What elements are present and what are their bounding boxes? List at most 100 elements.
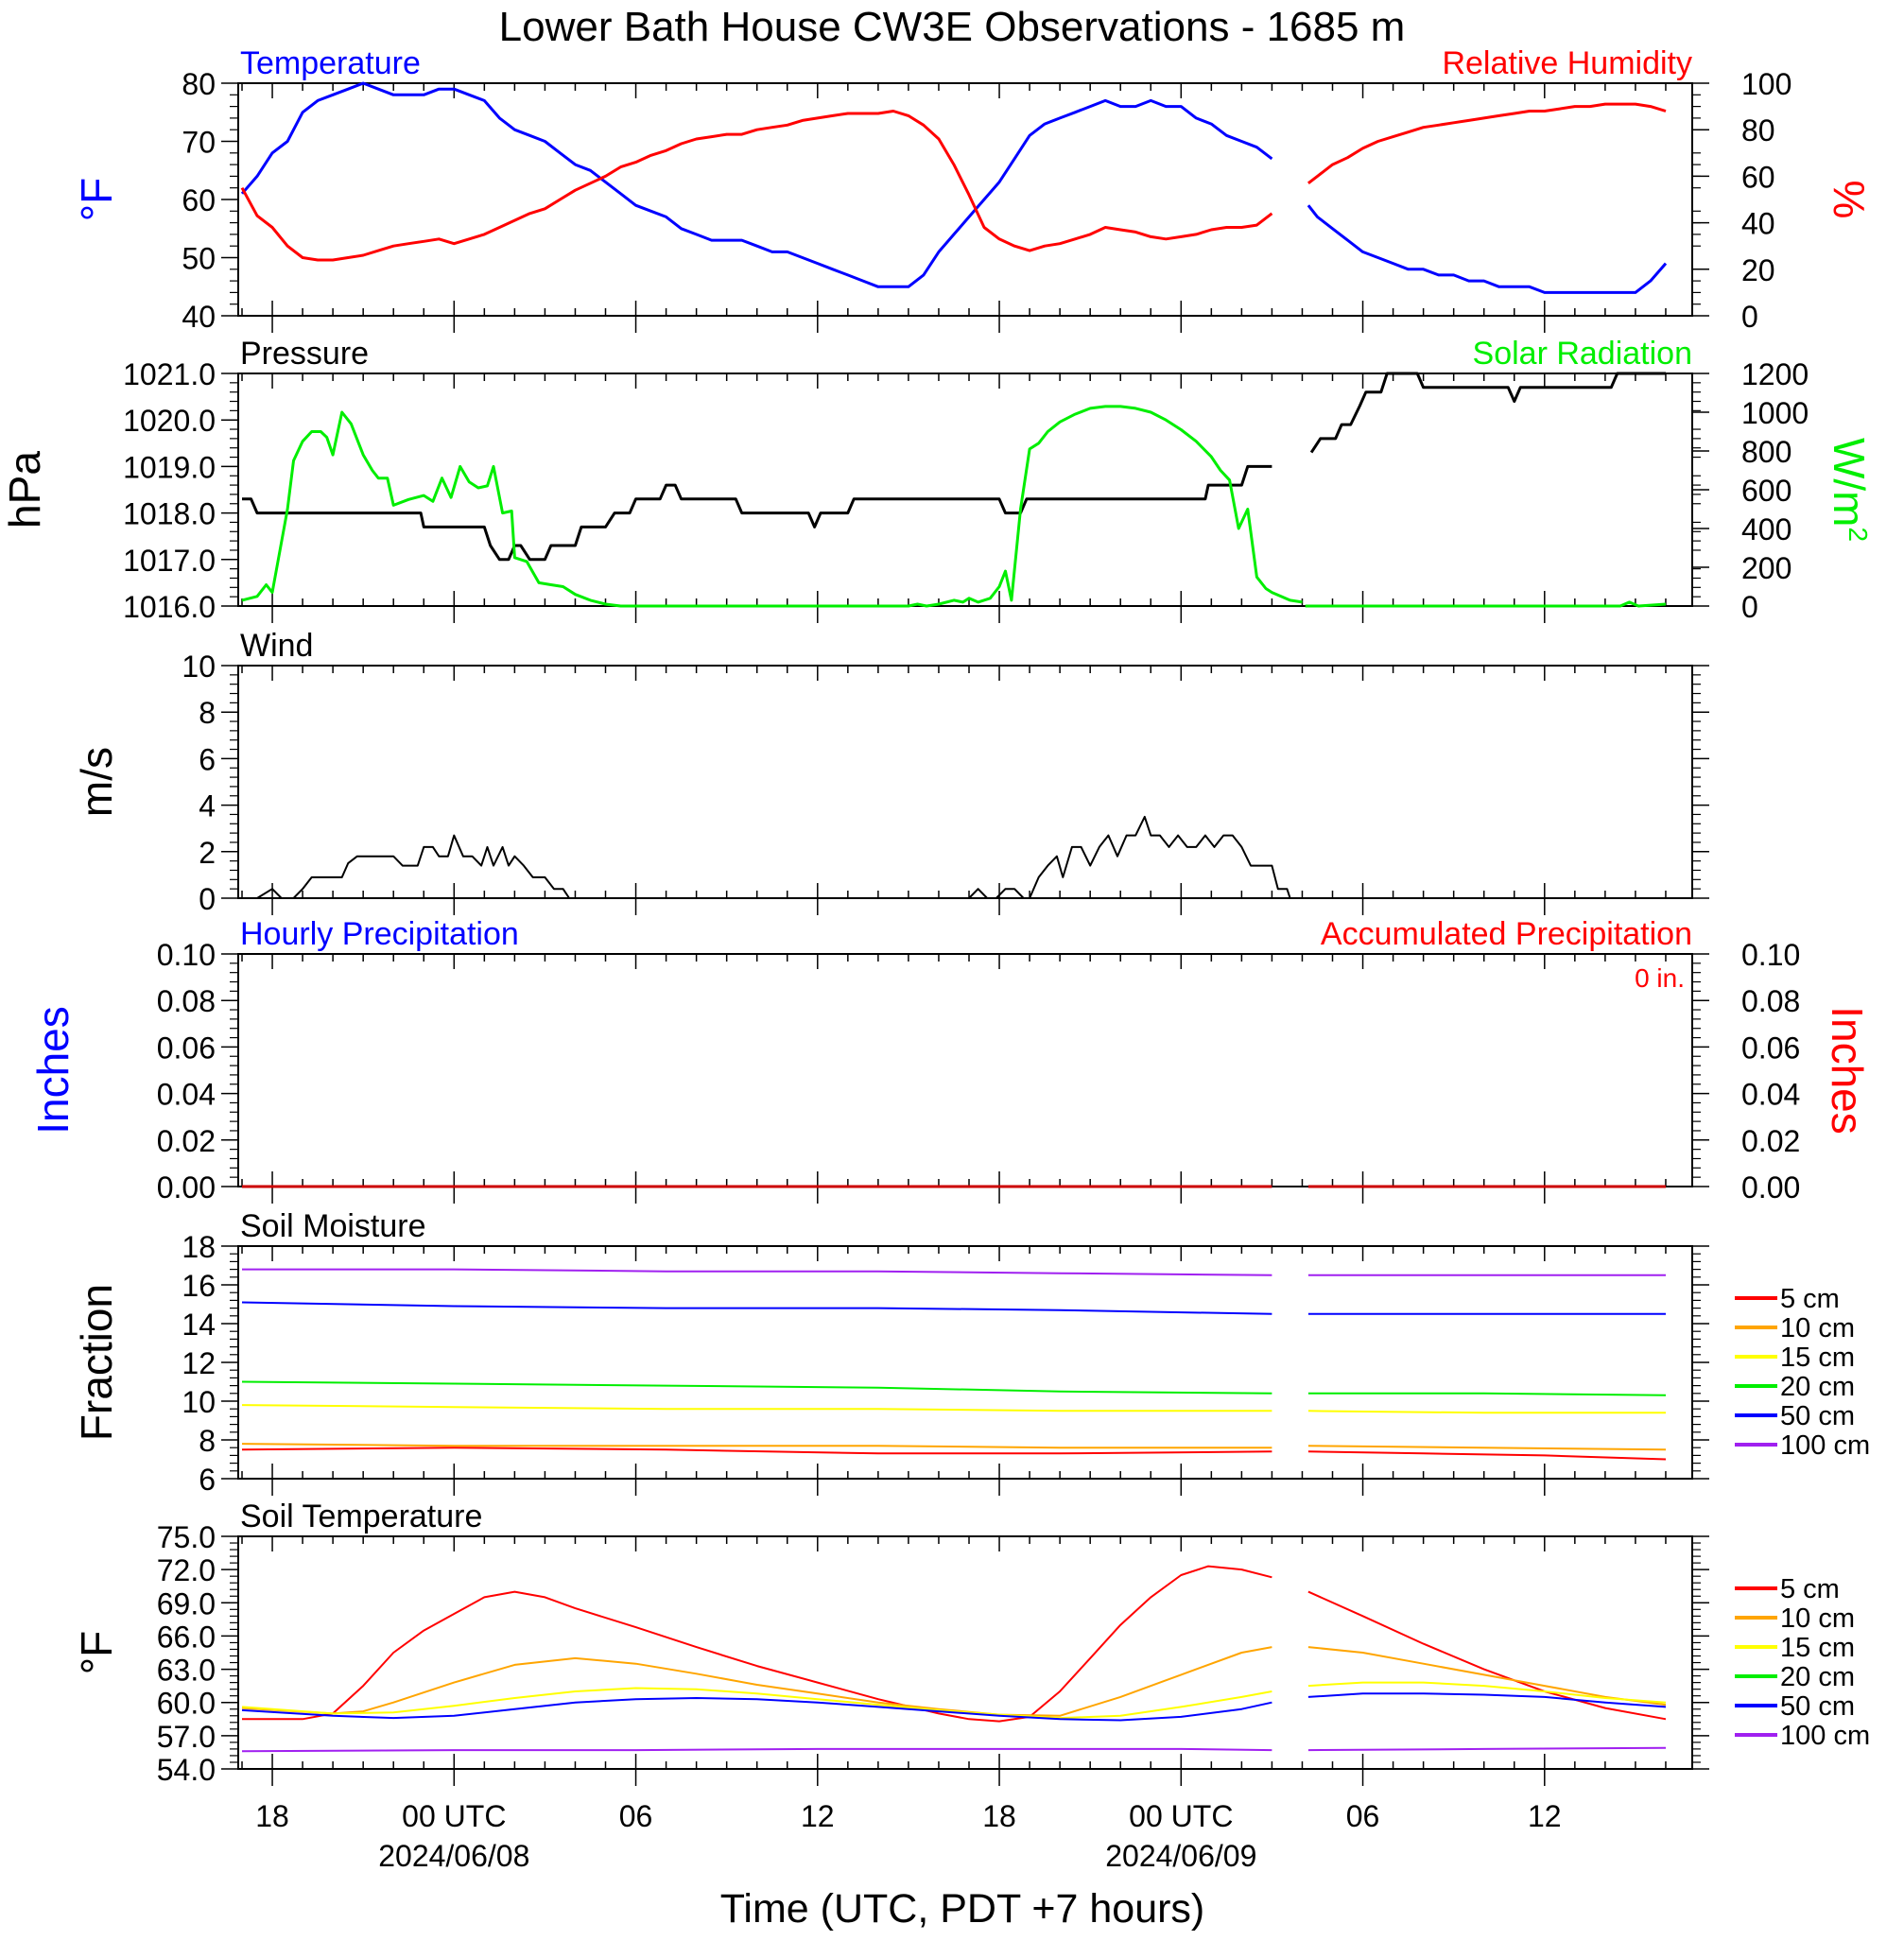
- y-axis-label-left: Fraction: [72, 1284, 121, 1441]
- y-tick-label-left: 1020.0: [123, 404, 216, 438]
- x-tick-label: 12: [1528, 1799, 1562, 1833]
- y-tick-label-right: 200: [1741, 551, 1791, 585]
- y-tick-label-left: 14: [182, 1308, 216, 1342]
- y-tick-label-right: 1200: [1741, 357, 1809, 391]
- series-line-pressure: [242, 372, 1666, 562]
- y-tick-label-left: 8: [199, 696, 216, 730]
- x-tick-date-label: 2024/06/09: [1105, 1839, 1256, 1873]
- panel-title-left: Pressure: [240, 336, 369, 372]
- legend-label: 20 cm: [1780, 1662, 1855, 1692]
- series-line-solar-radiation: [241, 405, 1667, 608]
- x-tick-label: 00 UTC: [1129, 1799, 1233, 1833]
- y-tick-label-left: 0.06: [157, 1031, 216, 1065]
- y-tick-label-left: 1019.0: [123, 450, 216, 484]
- y-tick-label-left: 1016.0: [123, 590, 216, 624]
- y-tick-label-left: 1018.0: [123, 497, 216, 531]
- legend-label: 50 cm: [1780, 1691, 1855, 1722]
- y-tick-label-left: 0: [199, 882, 216, 916]
- y-tick-label-right: 400: [1741, 512, 1791, 546]
- y-axis-label-right: %: [1825, 181, 1874, 219]
- y-axis-label-left: hPa: [0, 451, 49, 529]
- series-group: [241, 1565, 1667, 1753]
- y-axis-label-left: Inches: [28, 1006, 78, 1135]
- legend-label: 15 cm: [1780, 1343, 1855, 1373]
- x-tick-label: 06: [1346, 1799, 1380, 1833]
- panel-title-right: Relative Humidity: [1442, 45, 1692, 81]
- series-line-100-cm: [242, 1268, 1666, 1276]
- y-tick-label-left: 16: [182, 1269, 216, 1303]
- y-tick-label-left: 18: [182, 1230, 216, 1264]
- y-tick-label-right: 600: [1741, 474, 1791, 508]
- y-tick-label-left: 12: [182, 1346, 216, 1380]
- series-line-wind: [242, 815, 1666, 899]
- figure-title: Lower Bath House CW3E Observations - 168…: [499, 4, 1406, 50]
- x-tick-label: 18: [255, 1799, 289, 1833]
- y-tick-label-left: 0.00: [157, 1170, 216, 1204]
- y-tick-label-right: 100: [1741, 67, 1791, 101]
- panel-title-left: Hourly Precipitation: [240, 916, 519, 952]
- y-tick-label-left: 66.0: [157, 1620, 216, 1654]
- y-tick-label-right: 80: [1741, 113, 1775, 147]
- panel-title-left: Temperature: [240, 45, 421, 81]
- y-tick-label-left: 4: [199, 789, 216, 823]
- y-tick-label-left: 2: [199, 836, 216, 870]
- series-group: [240, 81, 1668, 294]
- y-axis-label-left: °F: [72, 178, 121, 222]
- series-line-5-cm: [242, 1565, 1667, 1723]
- panel-title-right: Accumulated Precipitation: [1321, 916, 1692, 952]
- y-tick-label-right: 20: [1741, 253, 1775, 287]
- y-tick-label-left: 0.08: [157, 984, 216, 1018]
- y-tick-label-left: 69.0: [157, 1586, 216, 1620]
- y-tick-label-left: 50: [182, 242, 216, 276]
- series-line-temperature: [240, 81, 1668, 294]
- series-line-15-cm: [241, 1404, 1666, 1414]
- y-tick-label-left: 75.0: [157, 1520, 216, 1554]
- x-tick-label: 00 UTC: [402, 1799, 506, 1833]
- series-line-50-cm: [241, 1301, 1666, 1315]
- panel-pressure-solar: 1021.0 1020.0 1019.0 1018.0 1017.0 1016.0 1200…: [0, 336, 1874, 624]
- series-line-5-cm: [241, 1447, 1667, 1461]
- series-line-relative-humidity: [240, 102, 1667, 262]
- x-axis-label: Time (UTC, PDT +7 hours): [720, 1886, 1205, 1932]
- panel-precipitation: 0.10 0.08 0.06 0.04 0.02 0.00 0.10 0.08 0.06 0.04…: [28, 916, 1872, 1204]
- panel-soil-moisture: 18 16 14 12 10 8 6 Soil Moisture Fraction 5 cm10 …: [72, 1208, 1870, 1497]
- panel-title-left: Soil Moisture: [240, 1208, 426, 1244]
- plot-frame: [237, 665, 1693, 899]
- x-tick-date-label: 2024/06/08: [378, 1839, 529, 1873]
- y-tick-label-left: 54.0: [157, 1753, 216, 1787]
- y-tick-label-right: 0.06: [1741, 1031, 1800, 1065]
- series-group: [241, 1268, 1667, 1461]
- panel-title-left: Wind: [240, 628, 313, 664]
- y-tick-label-left: 0.02: [157, 1124, 216, 1158]
- legend-label: 10 cm: [1780, 1603, 1855, 1634]
- series-group: [242, 815, 1666, 899]
- series-line-50-cm: [241, 1692, 1667, 1722]
- plot-frame: [237, 373, 1693, 607]
- y-tick-label-right: 0.10: [1741, 938, 1800, 972]
- legend-label: 20 cm: [1780, 1372, 1855, 1402]
- panel-title-right: Solar Radiation: [1473, 336, 1692, 372]
- y-tick-label-left: 72.0: [157, 1553, 216, 1587]
- legend-label: 5 cm: [1780, 1284, 1840, 1314]
- panel-wind: 10 8 6 4 2 0 Wind m/s: [72, 628, 1709, 916]
- panel-temperature-humidity: 80 70 60 50 40 100 80 60 40 20 0 Temperature Relativ…: [72, 45, 1874, 334]
- y-tick-label-right: 60: [1741, 160, 1775, 194]
- series-line-10-cm: [241, 1646, 1667, 1717]
- y-axis-label-left: °F: [72, 1631, 121, 1675]
- y-tick-label-left: 6: [199, 1463, 216, 1497]
- x-tick-label: 18: [982, 1799, 1016, 1833]
- y-tick-label-left: 57.0: [157, 1720, 216, 1754]
- series-line-20-cm: [241, 1380, 1667, 1396]
- y-tick-label-right: 0: [1741, 590, 1758, 624]
- y-tick-label-right: 0.00: [1741, 1170, 1800, 1204]
- y-tick-label-right: 0.08: [1741, 984, 1800, 1018]
- x-tick-label: 06: [619, 1799, 653, 1833]
- legend-label: 15 cm: [1780, 1633, 1855, 1663]
- panel-title-left: Soil Temperature: [240, 1499, 482, 1534]
- y-axis-label-right: W/m2: [1825, 438, 1874, 542]
- legend-label: 100 cm: [1780, 1721, 1870, 1751]
- legend-label: 5 cm: [1780, 1574, 1840, 1604]
